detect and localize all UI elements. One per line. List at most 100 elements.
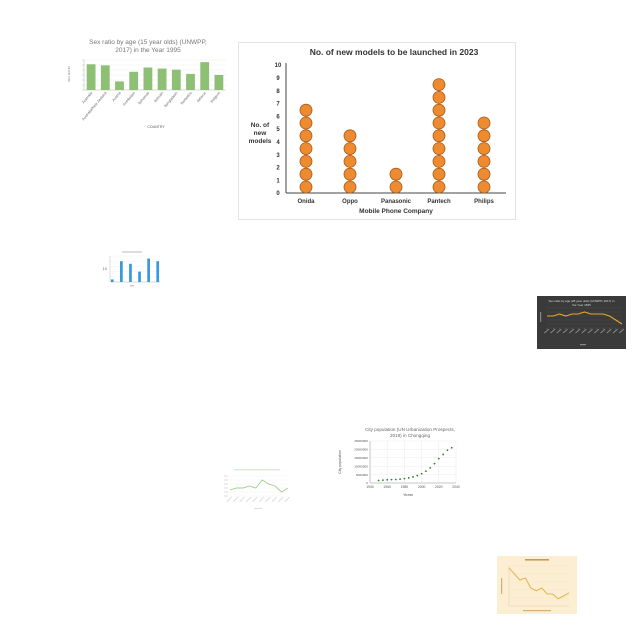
data-point-14 (437, 457, 440, 460)
x-tick-label-placeholder (562, 328, 568, 334)
dot-philips-3 (477, 142, 491, 155)
dot-onida-1 (299, 167, 313, 181)
x-tick-label-placeholder (568, 328, 575, 334)
y-label-placeholder (540, 312, 542, 322)
x-tick-label-placeholder (581, 328, 587, 334)
x-tick-label: Barbados (180, 91, 193, 106)
dot-onida-6 (299, 103, 313, 117)
data-point-12 (429, 466, 432, 469)
dot-oppo-2 (343, 155, 357, 168)
bar-3 (129, 71, 139, 90)
x-tick-label-placeholder (239, 496, 246, 503)
y-axis-label: SEX RATIO (67, 65, 71, 81)
x-axis-label: Years (403, 492, 413, 497)
y-tick-label-placeholder (224, 479, 228, 481)
data-point-7 (407, 477, 410, 479)
x-axis-label: Mobile Phone Company (359, 208, 433, 215)
title-placeholder (234, 469, 280, 471)
faint-line-svg (224, 469, 291, 509)
y-tick-label-placeholder (224, 491, 228, 493)
y-tick-label: 9 (276, 76, 280, 82)
data-point-6 (403, 477, 406, 480)
data-point-9 (416, 474, 419, 477)
x-tick-label-placeholder (550, 328, 556, 334)
bar-1 (100, 65, 110, 90)
dot-philips-5 (477, 116, 491, 130)
x-tick-label-placeholder (612, 328, 618, 334)
series-line (229, 479, 289, 493)
dot-philips-2 (477, 155, 491, 168)
dot-onida-5 (299, 116, 313, 130)
y-tick-label: 10000000 (354, 464, 368, 468)
data-point-1 (382, 479, 384, 482)
x-tick-label-placeholder (284, 496, 291, 503)
x-tick-label-placeholder (618, 328, 625, 334)
x-tick-label-placeholder (252, 496, 258, 503)
x-tick-label: Belgium (210, 91, 221, 104)
chart-title: No. of new models to be launched in 2023 (310, 47, 479, 57)
dot-oppo-4 (343, 129, 357, 143)
faint-line-chart (222, 466, 292, 512)
x-label-placeholder (254, 508, 262, 509)
dot-oppo-1 (343, 167, 357, 181)
y-tick-label: 4 (276, 140, 280, 146)
chart-title: 2017) in the Year 1995 (115, 47, 181, 54)
y-tick-label: 5 (276, 127, 280, 133)
beige-line-svg (497, 556, 577, 614)
y-tick-label-placeholder (224, 487, 228, 489)
data-point-17 (450, 446, 453, 449)
dot-panasonic-1 (389, 167, 403, 181)
chart-title: 2018) in Chongqing (390, 433, 431, 438)
bar-4 (143, 67, 153, 90)
x-tick-label: Philips (474, 199, 494, 205)
data-point-0 (377, 479, 380, 482)
dot-pantech-0 (432, 180, 446, 194)
bar-2 (115, 81, 124, 90)
x-tick-label-placeholder (600, 328, 606, 334)
chart-title: City population (UN Urbanization Prospec… (365, 427, 455, 432)
y-tick-label-placeholder (224, 475, 228, 477)
dot-philips-0 (477, 180, 491, 194)
phone-models-svg: No. of new models to be launched in 2023… (238, 42, 516, 220)
data-point-10 (420, 472, 423, 475)
city-population-chart: City population (UN Urbanization Prospec… (334, 424, 468, 500)
data-point-4 (394, 478, 397, 481)
bar-8 (147, 258, 150, 282)
x-tick-label: Austria (112, 91, 122, 102)
x-tick-label: Panasonic (381, 199, 412, 205)
x-label-placeholder (130, 285, 134, 287)
y-tick-label: 6 (276, 114, 280, 120)
dot-pantech-2 (432, 155, 446, 168)
sex-ratio-svg: Sex ratio by age (15 year olds) (UNWPP, … (67, 39, 226, 129)
dark-line-svg: Sex ratio by age (28 year olds) (UNWPP, … (537, 296, 626, 349)
x-tick-label: Belarus (196, 91, 207, 103)
bar-0 (86, 64, 96, 90)
dot-pantech-7 (432, 91, 446, 104)
y-tick-label-placeholder (224, 483, 228, 485)
y-tick-label: 8 (276, 89, 280, 95)
dot-pantech-4 (432, 129, 446, 143)
x-tick-label: 2020 (435, 485, 443, 489)
bar-6 (138, 271, 141, 282)
x-tick-label: Bangladesh (163, 91, 178, 108)
y-tick-label: 15000000 (354, 456, 368, 460)
chart-title: Sex ratio by age (28 year olds) (UNWPP, … (549, 299, 615, 303)
x-tick-label-placeholder (606, 328, 612, 334)
bar-7 (186, 73, 195, 90)
dot-pantech-1 (432, 167, 446, 181)
x-axis-label: COUNTRY (147, 125, 165, 129)
x-tick-label-placeholder (265, 496, 271, 503)
x-tick-label: Pantech (427, 199, 451, 205)
y-axis-label: City population (338, 450, 342, 474)
y-tick-label: 5000000 (356, 473, 368, 477)
dot-pantech-3 (432, 142, 446, 155)
beige-line-chart (497, 556, 577, 614)
x-label-placeholder (580, 344, 586, 346)
dot-onida-4 (299, 129, 313, 143)
dot-pantech-5 (432, 116, 446, 130)
x-tick-label-placeholder (258, 496, 265, 503)
y-tick-label: 25000000 (354, 439, 368, 443)
y-axis-label: No. of (251, 122, 270, 129)
dot-philips-4 (477, 129, 491, 143)
bar-0 (110, 279, 114, 282)
